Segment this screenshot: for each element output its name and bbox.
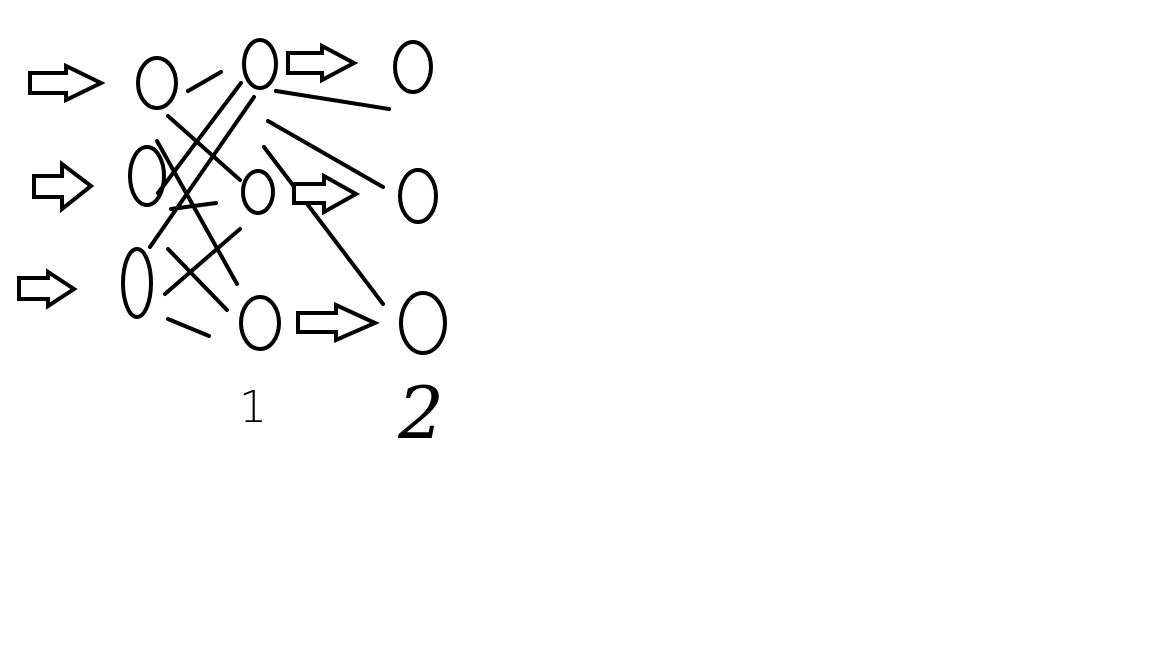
connection-line xyxy=(148,95,256,249)
input-arrow-1 xyxy=(28,62,106,104)
hidden-layer xyxy=(239,38,281,351)
input-arrows xyxy=(17,62,106,310)
layer-arrows xyxy=(286,42,380,344)
output-node-2 xyxy=(398,168,438,224)
hidden-layer-label: 1 xyxy=(239,382,267,433)
input-layer xyxy=(121,56,178,319)
input-node-3 xyxy=(121,247,153,319)
connection-line xyxy=(186,70,223,93)
output-node-3 xyxy=(399,291,447,355)
input-node-2 xyxy=(128,145,166,207)
layer-arrow-2 xyxy=(292,172,361,216)
connection-line xyxy=(274,89,391,111)
connection-line xyxy=(163,227,242,296)
connection-line xyxy=(166,114,242,182)
connection-line xyxy=(155,139,239,286)
input-arrow-2 xyxy=(32,159,95,214)
hidden-node-2 xyxy=(241,169,275,215)
hidden-node-3 xyxy=(239,295,281,351)
connection-line xyxy=(166,247,229,312)
layer-labels: 1 2 xyxy=(239,371,444,455)
connection-line xyxy=(166,317,211,338)
input-arrow-3 xyxy=(17,268,78,310)
connection-line xyxy=(262,145,385,306)
connection-line xyxy=(266,119,385,189)
connection-line xyxy=(156,81,243,195)
layer-arrow-1 xyxy=(286,42,359,84)
output-layer-label: 2 xyxy=(397,371,444,455)
output-node-1 xyxy=(393,40,433,94)
input-hidden-connections xyxy=(148,70,256,338)
hidden-node-1 xyxy=(242,38,278,90)
output-layer xyxy=(393,40,447,355)
hidden-output-connections xyxy=(262,89,391,306)
input-node-1 xyxy=(136,56,178,110)
layer-arrow-3 xyxy=(296,301,380,344)
